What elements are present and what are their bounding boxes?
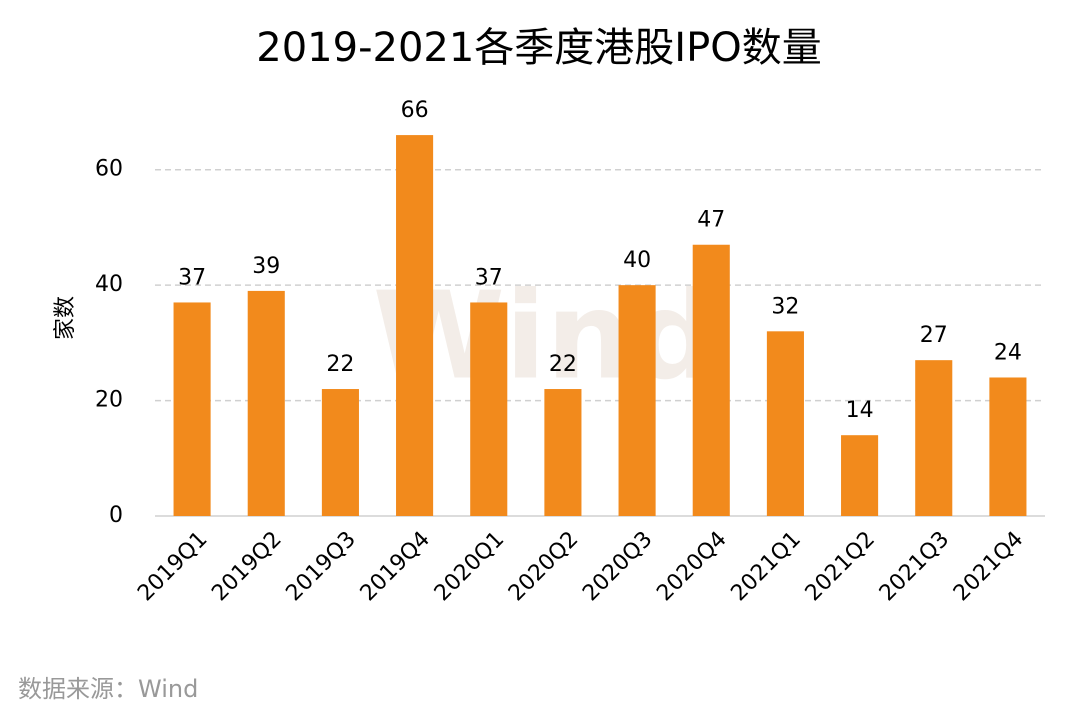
bar [915, 360, 953, 516]
data-label: 37 [178, 265, 206, 290]
bar [321, 389, 359, 516]
x-tick-label: 2019Q2 [207, 527, 286, 606]
x-tick-label: 2021Q1 [726, 527, 805, 606]
x-tick-label: 2019Q4 [356, 527, 435, 606]
x-tick-label: 2019Q1 [133, 527, 212, 606]
x-tick-label: 2019Q3 [281, 527, 360, 606]
y-axis-label: 家数 [53, 296, 78, 340]
x-tick-label: 2020Q4 [652, 527, 731, 606]
x-tick-label: 2020Q3 [578, 527, 657, 606]
data-label: 14 [846, 398, 874, 423]
x-tick-label: 2021Q4 [949, 527, 1028, 606]
y-tick-label: 40 [95, 272, 123, 297]
data-label: 27 [920, 323, 948, 348]
bar [173, 302, 211, 516]
data-label: 37 [475, 265, 503, 290]
data-label: 66 [401, 98, 429, 123]
bar [544, 389, 582, 516]
bar [841, 435, 879, 516]
data-label: 22 [326, 352, 354, 377]
bar [247, 290, 285, 516]
y-tick-label: 20 [95, 388, 123, 413]
data-label: 47 [697, 208, 725, 233]
bar [618, 285, 656, 516]
bar [692, 244, 730, 516]
chart-title: 2019-2021各季度港股IPO数量 [256, 25, 821, 71]
source-note: 数据来源：Wind [18, 675, 198, 703]
x-tick-label: 2021Q3 [875, 527, 954, 606]
x-tick-label: 2020Q2 [504, 527, 583, 606]
data-label: 22 [549, 352, 577, 377]
x-tick-label: 2021Q2 [801, 527, 880, 606]
data-label: 40 [623, 248, 651, 273]
data-label: 24 [994, 340, 1022, 365]
data-label: 32 [771, 294, 799, 319]
y-tick-label: 60 [95, 157, 123, 182]
bar [470, 302, 508, 516]
bar [766, 331, 804, 516]
bar [989, 377, 1027, 516]
y-tick-label: 0 [109, 503, 123, 528]
data-label: 39 [252, 254, 280, 279]
bar [396, 135, 434, 517]
x-tick-label: 2020Q1 [430, 527, 509, 606]
